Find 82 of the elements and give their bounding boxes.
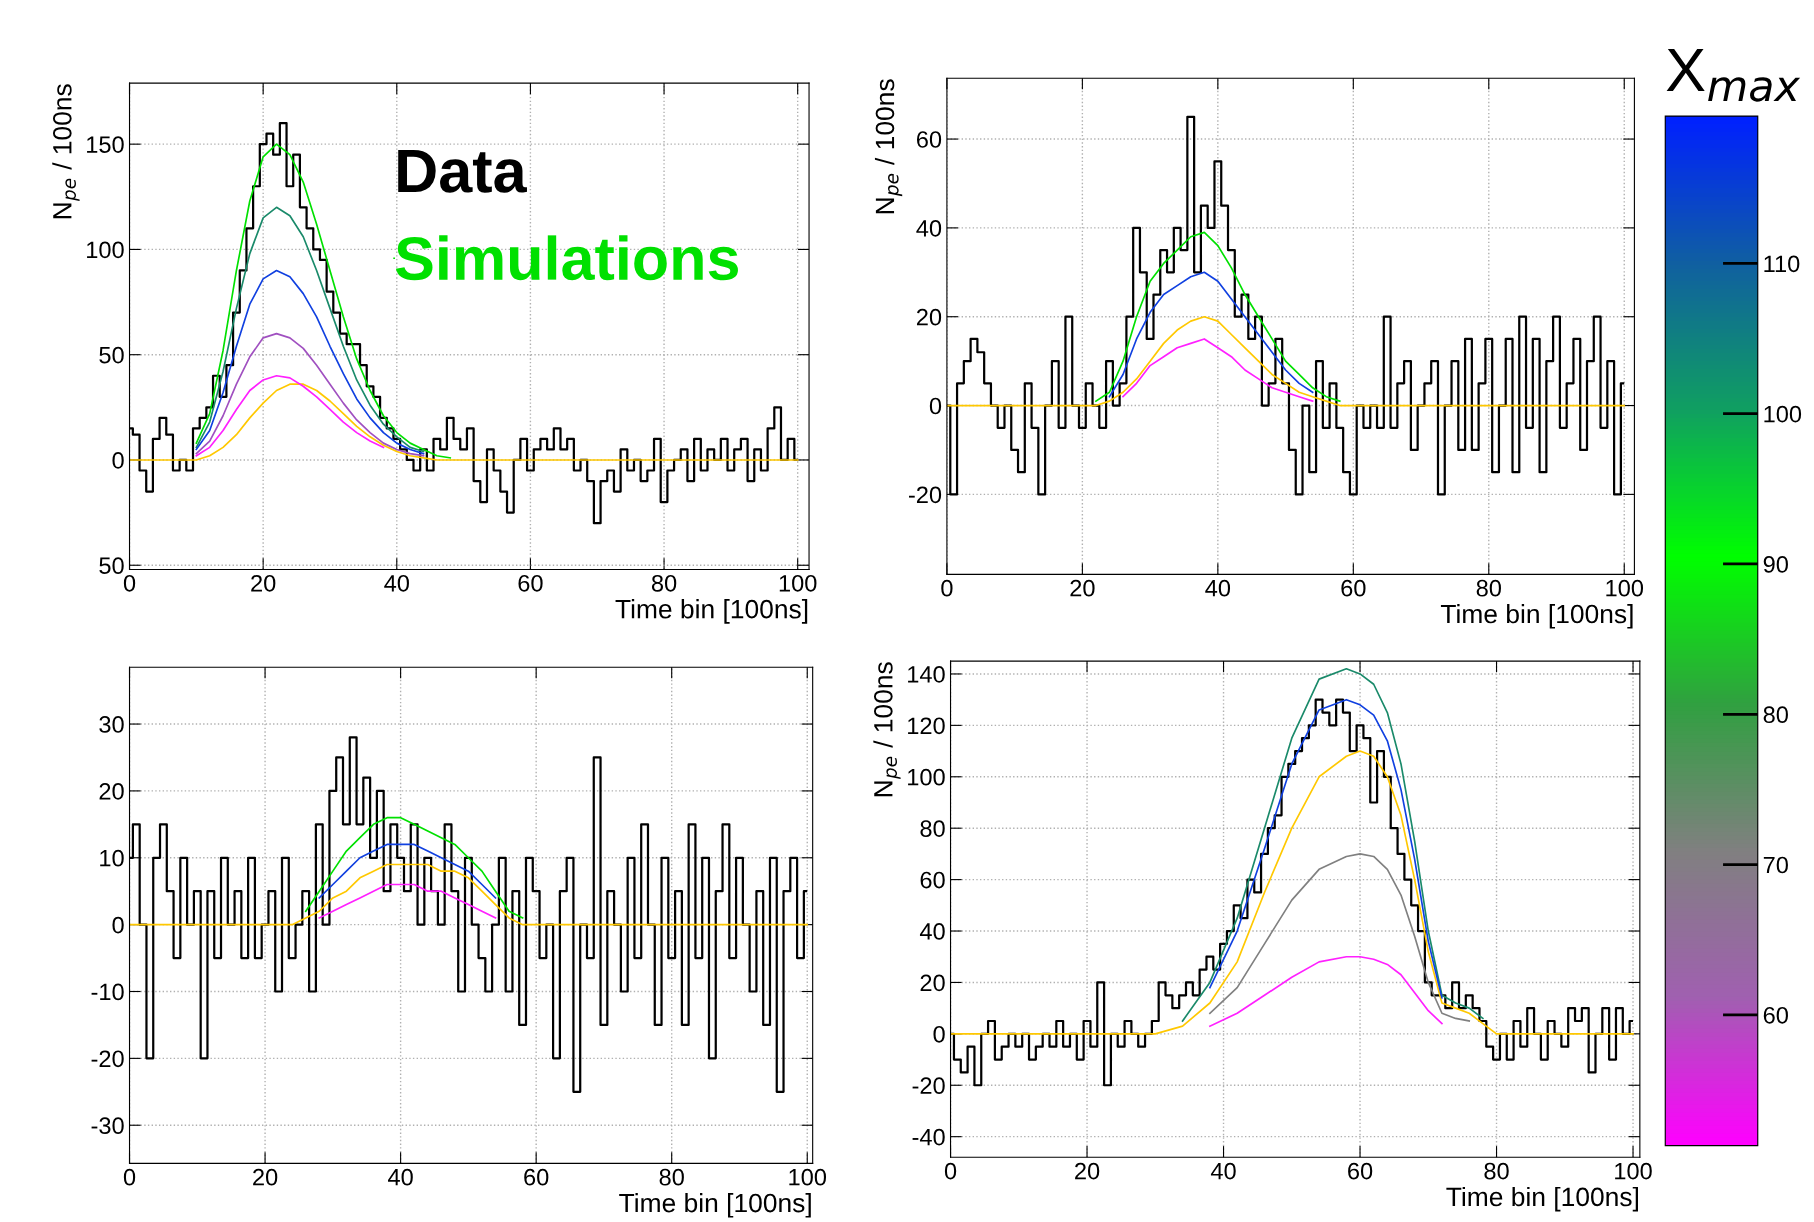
color-bar-label: 110 [1764,255,1800,273]
line-series [129,383,799,461]
y-tick-label: 0 [112,452,124,469]
x-tick-label: 40 [384,574,409,592]
x-tick-label: 0 [123,1168,136,1186]
line-series [946,315,1626,407]
x-tick-label: 40 [1210,1162,1236,1180]
y-tick-label: 10 [100,849,124,867]
y-tick-label: 100 [908,768,945,786]
y-tick-label: 30 [99,716,124,733]
color-bar-label: 90 [1763,556,1788,573]
x-tick-label: 80 [659,1168,684,1186]
x-tick-label: 80 [1476,579,1501,597]
y-tick-label: -30 [91,1117,124,1135]
x-tick-label: 20 [253,1168,278,1186]
x-tick-label: 60 [518,574,543,592]
x-tick-label: 40 [1205,579,1231,597]
x-tick-label: 20 [1075,1162,1100,1180]
x-axis-title: Time bin [100ns] [619,1192,811,1218]
y-tick-label: 60 [916,131,942,148]
y-tick-label: 20 [920,974,945,992]
x-tick-label: 100 [779,574,817,592]
line-series [1181,667,1484,1022]
line-series [1209,698,1443,999]
x-tick-label: 80 [1484,1162,1509,1180]
legend-label: Simulations [395,235,738,281]
y-tick-label: -40 [912,1128,945,1146]
x-axis-title: Time bin [100ns] [1440,603,1633,629]
y-tick-label: 80 [920,820,945,837]
y-tick-label: 50 [99,346,124,364]
x-tick-label: 20 [1070,579,1095,597]
x-tick-label: 0 [944,1162,957,1180]
legend-label: Data [398,150,527,193]
line-series [1095,231,1341,402]
color-bar-title: X$_{max}$ [1666,49,1801,102]
x-tick-label: 60 [1348,1162,1373,1180]
color-bar-label: 70 [1763,856,1788,874]
x-tick-label: 60 [1341,579,1366,597]
y-tick-label: -20 [908,486,942,504]
line-series [1209,955,1443,1027]
y-tick-label: -20 [91,1050,124,1068]
y-tick-label: 100 [87,241,124,259]
color-bar-label: 60 [1763,1006,1788,1024]
y-tick-label: 40 [919,923,945,940]
y-tick-label: 0 [933,1025,945,1043]
y-axis-title: N$_{pe}$ / 100ns [873,662,901,797]
line-series [318,883,497,919]
y-tick-label: 0 [112,916,124,934]
line-series [304,816,524,919]
x-axis-title: Time bin [100ns] [615,599,808,624]
line-series [1108,271,1314,398]
y-tick-label: 140 [908,666,945,683]
y-tick-label: 60 [920,871,945,889]
y-axis-title: N$_{pe}$ / 100ns [874,79,903,214]
x-tick-label: 60 [524,1168,549,1186]
x-tick-label: 40 [388,1168,413,1186]
x-axis-title: Time bin [100ns] [1446,1186,1638,1212]
y-tick-label: -10 [91,983,124,1001]
line-series [1209,853,1471,1022]
line-series [950,750,1634,1035]
x-tick-label: 100 [789,1168,827,1186]
line-series [318,843,497,899]
x-tick-label: 100 [1615,1162,1652,1180]
x-tick-label: 20 [251,574,276,592]
line-series [129,863,809,926]
x-tick-label: 0 [123,574,136,592]
y-tick-label: 120 [908,717,945,735]
line-series [195,332,425,457]
y-tick-label: 50 [99,557,124,575]
line-series [195,374,385,457]
y-axis-title: N$_{pe}$ / 100ns [52,84,80,219]
y-tick-label: 0 [929,397,942,415]
y-tick-label: -20 [912,1077,945,1095]
y-tick-label: 20 [916,308,942,326]
x-tick-label: 80 [651,574,677,592]
y-tick-label: 20 [99,782,124,800]
y-tick-label: 150 [87,136,124,153]
line-series [1122,338,1314,402]
y-tick-label: 40 [916,219,942,237]
color-bar-label: 100 [1764,405,1802,423]
color-bar-label: 80 [1763,706,1788,724]
x-tick-label: 100 [1606,579,1644,597]
